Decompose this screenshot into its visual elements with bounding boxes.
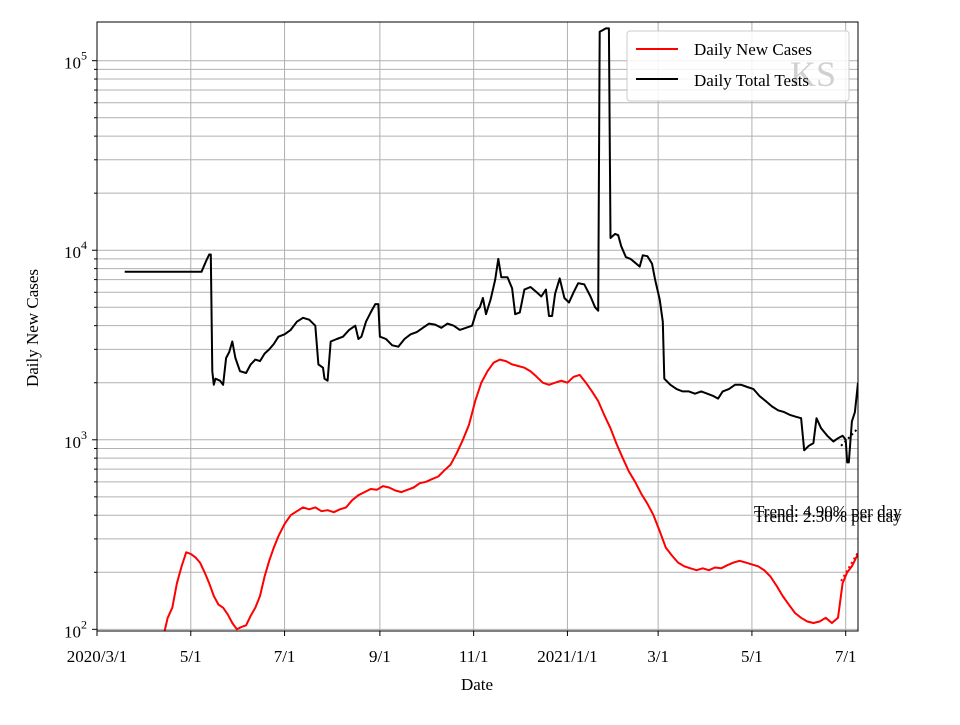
- x-tick-label: 7/1: [835, 647, 857, 666]
- legend-frame: [626, 30, 850, 102]
- y-tick-exponent: 3: [81, 428, 87, 442]
- x-tick-label: 2021/1/1: [537, 647, 597, 666]
- y-tick-label: 105: [64, 49, 87, 73]
- plot-frame: [96, 21, 859, 632]
- legend-label-daily-new-cases: Daily New Cases: [694, 40, 812, 59]
- x-tick-label: 5/1: [741, 647, 763, 666]
- gridlines: [96, 22, 858, 631]
- y-tick-label: 102: [64, 617, 87, 641]
- trend-line: [840, 427, 858, 447]
- y-tick-base: 10: [64, 433, 81, 452]
- x-axis-ticks: 2020/3/1 5/1 7/1 9/1 11/1 2021/1/1 3/1 5/1 7/1: [67, 631, 857, 666]
- y-tick-base: 10: [64, 54, 81, 73]
- trend-annotation-tests: Trend: 2.30% per day: [754, 507, 902, 526]
- x-tick-label: 3/1: [647, 647, 669, 666]
- legend: KS Daily New Cases Daily Total Tests: [626, 30, 850, 102]
- x-tick-label: 5/1: [180, 647, 202, 666]
- y-tick-base: 10: [64, 243, 81, 262]
- x-tick-label: 7/1: [274, 647, 296, 666]
- y-tick-exponent: 5: [81, 49, 87, 63]
- x-axis-label: Date: [461, 675, 493, 694]
- y-tick-label: 104: [64, 238, 87, 262]
- y-axis-label: Daily New Cases: [23, 269, 42, 387]
- trend-line: [840, 551, 858, 582]
- x-tick-label: 11/1: [459, 647, 489, 666]
- y-tick-exponent: 4: [81, 238, 87, 252]
- trend-annotation-cases: Trend: 4.90% per day: [754, 502, 902, 521]
- trend-annotations: Trend: 4.90% per day Trend: 2.30% per da…: [754, 502, 902, 526]
- y-tick-base: 10: [64, 622, 81, 641]
- trend-lines: [840, 427, 858, 582]
- series-lines: [124, 27, 858, 631]
- series-line-daily-total-tests: [124, 27, 858, 464]
- y-tick-exponent: 2: [81, 617, 87, 631]
- legend-label-daily-total-tests: Daily Total Tests: [694, 71, 809, 90]
- x-tick-label: 2020/3/1: [67, 647, 127, 666]
- series-line-daily-new-cases: [163, 358, 858, 631]
- y-tick-label: 103: [64, 428, 87, 452]
- x-tick-label: 9/1: [369, 647, 391, 666]
- watermark: KS: [790, 54, 836, 94]
